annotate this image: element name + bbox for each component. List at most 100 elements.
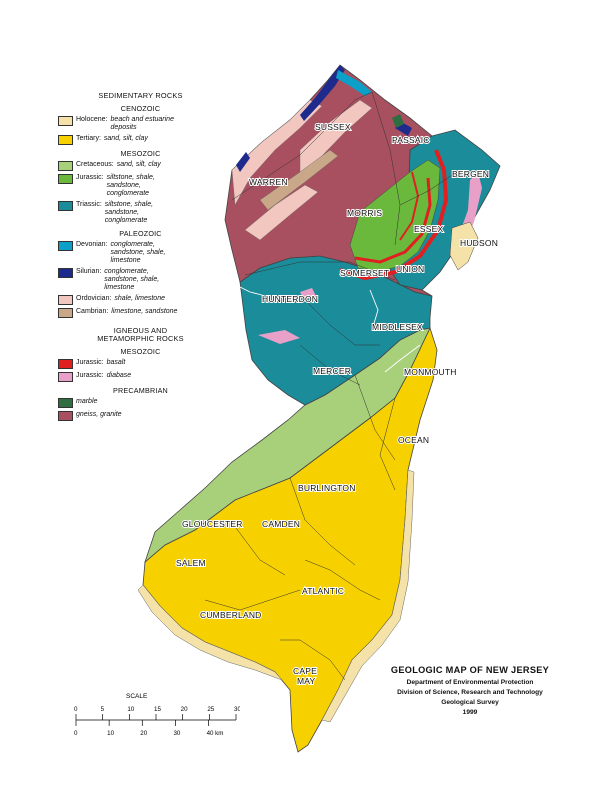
legend-entry-marble: marble xyxy=(58,398,223,408)
legend: SEDIMENTARY ROCKS CENOZOIC Holocene: bea… xyxy=(58,92,223,421)
scale-km-label: 30 xyxy=(173,730,180,737)
county-label-union: UNION xyxy=(396,264,424,274)
legend-label: Triassic: xyxy=(76,201,102,208)
holocene-region xyxy=(321,469,415,723)
county-label-middlesex: MIDDLESEX xyxy=(372,322,423,332)
scale-mile-label: 5 xyxy=(101,706,105,713)
legend-entry-cambrian: Cambrian: limestone, sandstone xyxy=(58,308,223,318)
legend-era-cenozoic: CENOZOIC xyxy=(120,104,161,113)
scale-mile-ticks: 0 5 10 15 20 25 30 mi xyxy=(74,706,240,720)
legend-era-precambrian: PRECAMBRIAN xyxy=(113,386,168,395)
legend-entry-basalt: Jurassic: basalt xyxy=(58,359,223,369)
legend-label: Jurassic: xyxy=(76,174,104,181)
holocene-delaware-shore xyxy=(137,584,283,681)
scale-km-label: 40 km xyxy=(207,730,224,737)
legend-entry-silurian: Silurian: conglomerate, sandstone, shale… xyxy=(58,268,223,292)
swatch-cretaceous xyxy=(58,161,73,171)
legend-era-mesozoic-igneous: MESOZOIC xyxy=(120,347,161,356)
swatch-marble xyxy=(58,398,73,408)
legend-label: Tertiary: xyxy=(76,135,101,142)
diabase-sourland xyxy=(258,330,300,344)
diabase-palisades xyxy=(460,172,482,240)
county-label-hunterdon: HUNTERDON xyxy=(262,294,318,304)
county-label-camden: CAMDEN xyxy=(262,519,300,529)
legend-label: Cambrian: xyxy=(76,308,109,315)
scale-bar: SCALE 0 5 10 15 20 25 30 mi 0 10 20 30 40 km xyxy=(74,693,240,737)
county-label-warren: WARREN xyxy=(249,177,288,187)
swatch-tertiary xyxy=(58,135,73,145)
marble-region xyxy=(392,114,404,128)
scale-mile-label: 20 xyxy=(181,706,188,713)
scale-mile-label: 25 xyxy=(207,706,214,713)
legend-entry-gneiss: gneiss, granite xyxy=(58,411,223,421)
county-label-hudson: HUDSON xyxy=(460,238,498,248)
legend-desc: shale, limestone xyxy=(114,295,165,302)
legend-label: Ordovician: xyxy=(76,295,112,302)
swatch-devonian xyxy=(58,241,73,251)
silurian-ridge-2 xyxy=(236,152,250,172)
basalt-ridge-2 xyxy=(354,177,432,264)
legend-entry-devonian: Devonian: conglomerate, sandstone, shale… xyxy=(58,241,223,265)
county-label-somerset: SOMERSET xyxy=(340,268,389,278)
legend-desc: conglomerate, sandstone, shale, limeston… xyxy=(104,268,160,291)
agency-line: Department of Environmental Protection xyxy=(406,679,534,686)
swatch-basalt xyxy=(58,359,73,369)
swatch-triassic xyxy=(58,201,73,211)
legend-desc: sand, silt, clay xyxy=(103,135,148,142)
ordovician-band-1 xyxy=(231,99,323,206)
legend-label: Devonian: xyxy=(76,241,108,248)
legend-desc: beach and estuarine deposits xyxy=(110,116,174,131)
county-label-mercer: MERCER xyxy=(313,366,351,376)
county-label-monmouth: MONMOUTH xyxy=(404,367,457,377)
legend-label: Holocene: xyxy=(76,116,108,123)
swatch-cambrian xyxy=(58,308,73,318)
county-label-bergen: BERGEN xyxy=(452,169,489,179)
basalt-ridge-3 xyxy=(399,171,420,241)
ordovician-band-3 xyxy=(244,184,319,241)
legend-era-mesozoic: MESOZOIC xyxy=(120,149,161,158)
title-block: GEOLOGIC MAP OF NEW JERSEY Department of… xyxy=(380,665,560,716)
jurassic-sed-region xyxy=(349,159,441,273)
legend-desc: siltstone, shale, sandstone, conglomerat… xyxy=(104,201,154,224)
county-label-essex: ESSEX xyxy=(414,224,443,234)
county-label-gloucester: GLOUCESTER xyxy=(182,519,243,529)
county-label-cumberland: CUMBERLAND xyxy=(200,610,262,620)
county-label-atlantic: ATLANTIC xyxy=(302,586,344,596)
legend-desc: gneiss, granite xyxy=(76,411,122,418)
county-label-may: MAY xyxy=(297,676,316,686)
legend-label: Cretaceous: xyxy=(76,161,114,168)
scale-mile-label: 30 mi xyxy=(234,706,240,713)
county-label-passaic: PASSAIC xyxy=(392,135,430,145)
county-label-sussex: SUSSEX xyxy=(315,122,351,132)
scale-mile-label: 15 xyxy=(154,706,161,713)
legend-label: Silurian: xyxy=(76,268,102,275)
legend-entry-cretaceous: Cretaceous: sand, silt, clay xyxy=(58,161,223,171)
swatch-gneiss xyxy=(58,411,73,421)
scale-km-ticks: 0 10 20 30 40 km xyxy=(74,720,223,737)
legend-desc: limestone, sandstone xyxy=(111,308,178,315)
legend-entry-diabase: Jurassic: diabase xyxy=(58,372,223,382)
scale-km-label: 10 xyxy=(107,730,114,737)
legend-entry-holocene: Holocene: beach and estuarine deposits xyxy=(58,116,223,132)
legend-desc: diabase xyxy=(106,372,132,379)
legend-label: Jurassic: xyxy=(76,372,104,379)
year-line: 1999 xyxy=(462,709,478,716)
legend-entry-triassic: Triassic: siltstone, shale, sandstone, c… xyxy=(58,201,223,225)
legend-desc: sand, silt, clay xyxy=(116,161,161,168)
hudson-strip xyxy=(449,221,479,271)
division-line: Division of Science, Research and Techno… xyxy=(397,689,543,696)
legend-desc: siltstone, shale, sandstone, conglomerat… xyxy=(106,174,155,197)
county-boundaries xyxy=(204,91,453,681)
county-label-morris: MORRIS xyxy=(347,208,382,218)
rivers xyxy=(235,284,421,373)
legend-desc: conglomerate, sandstone, shale, limeston… xyxy=(110,241,166,264)
diabase-cushetunk xyxy=(300,288,316,300)
county-label-cape: CAPE xyxy=(293,666,317,676)
swatch-ordovician xyxy=(58,295,73,305)
devonian-region xyxy=(336,70,372,96)
scale-mile-label: 0 xyxy=(74,706,78,713)
legend-desc: basalt xyxy=(106,359,126,366)
legend-label: Jurassic: xyxy=(76,359,104,366)
